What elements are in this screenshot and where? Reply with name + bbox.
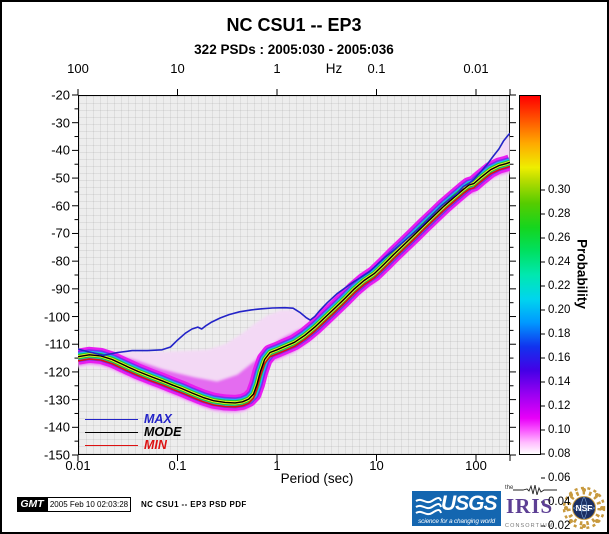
x-axis-bottom-tick-label: 10 [369, 458, 384, 473]
colorbar-tick-label: 0.20 [548, 304, 571, 316]
colorbar-tick-label: 0.28 [548, 208, 571, 220]
colorbar-tick-label: 0.30 [548, 184, 571, 196]
y-axis-tick-label: -110 [44, 336, 70, 352]
gmt-logo: GMT [17, 497, 47, 512]
colorbar-tick-label: 0.22 [548, 280, 571, 292]
usgs-wave-icon [415, 497, 442, 516]
usgs-wordmark: USGS [441, 492, 498, 515]
legend-label-min: MIN [144, 438, 167, 452]
y-axis-tick-label: -140 [43, 419, 70, 435]
legend-item-max: MAX [85, 413, 172, 425]
min-line-swatch [85, 444, 138, 446]
iris-prefix: the [505, 485, 514, 491]
usgs-tagline: science for a changing world [418, 518, 495, 525]
legend-item-min: MIN [85, 439, 167, 451]
y-axis-tick-label: -100 [43, 309, 70, 325]
colorbar-tick-label: 0.04 [548, 496, 571, 508]
y-axis-tick-label: -40 [51, 142, 70, 158]
colorbar-label-probability: Probability [574, 239, 590, 309]
axis-label-period: Period (sec) [280, 471, 354, 486]
usgs-logo: USGS science for a changing world [412, 491, 501, 526]
colorbar-tick-label: 0.02 [548, 520, 571, 532]
colorbar-tick-label: 0.06 [548, 472, 571, 484]
gmt-timestamp: 2005 Feb 10 02:03:28 [47, 497, 131, 512]
chart-subtitle: 322 PSDs : 2005:030 - 2005:036 [194, 42, 394, 57]
mode-line-swatch [85, 431, 138, 433]
colorbar-tick-label: 0.24 [548, 256, 571, 268]
iris-consortium-label: CONSORTIUM [505, 523, 554, 529]
plot-area [78, 95, 510, 455]
legend-label-mode: MODE [144, 425, 182, 439]
x-axis-top-tick-label: 10 [170, 61, 185, 76]
chart-title: NC CSU1 -- EP3 [226, 15, 362, 35]
x-axis-top-tick-label: 100 [67, 61, 89, 76]
colorbar-tick-label: 0.18 [548, 328, 571, 340]
y-axis-tick-label: -120 [43, 364, 70, 380]
x-axis-bottom-tick-label: 1 [273, 458, 281, 473]
iris-logo: the IRIS CONSORTIUM [503, 485, 560, 530]
colorbar [519, 95, 541, 455]
x-axis-bottom-tick-label: 100 [465, 458, 487, 473]
colorbar-tick-label: 0.10 [548, 424, 571, 436]
nsf-wordmark: NSF [575, 503, 593, 513]
colorbar-tick-label: 0.16 [548, 352, 571, 364]
x-axis-top-tick-label: 0.01 [463, 61, 489, 76]
nsf-logo: NSF [562, 486, 606, 530]
colorbar-tick-label: 0.14 [548, 376, 571, 388]
y-axis-tick-label: -60 [51, 198, 70, 214]
nsf-emblem-icon [562, 486, 606, 530]
y-axis-tick-label: -80 [51, 253, 70, 269]
x-axis-top-tick-label: 0.1 [367, 61, 386, 76]
x-axis-top-tick-label: 1 [273, 61, 281, 76]
iris-wordmark: IRIS [506, 494, 554, 518]
colorbar-tick-label: 0.26 [548, 232, 571, 244]
max-line-swatch [85, 418, 138, 420]
legend-item-mode: MODE [85, 426, 182, 438]
colorbar-tick-label: 0.08 [548, 448, 571, 460]
y-axis-tick-label: -150 [43, 447, 70, 463]
colorbar-tick-label: 0.12 [548, 400, 571, 412]
y-axis-tick-label: -20 [51, 87, 70, 103]
legend-label-max: MAX [144, 412, 172, 426]
y-axis-tick-label: -130 [43, 392, 70, 408]
y-axis-tick-label: -50 [51, 170, 70, 186]
x-axis-bottom-tick-label: 0.01 [65, 458, 91, 473]
y-axis-tick-label: -90 [51, 281, 70, 297]
x-axis-bottom-tick-label: 0.1 [168, 458, 187, 473]
axis-label-hz: Hz [325, 61, 343, 76]
y-axis-tick-label: -70 [51, 225, 70, 241]
plot-caption: NC CSU1 -- EP3 PSD PDF [141, 500, 247, 509]
iris-seismogram-icon [513, 485, 557, 495]
y-axis-tick-label: -30 [51, 115, 70, 131]
